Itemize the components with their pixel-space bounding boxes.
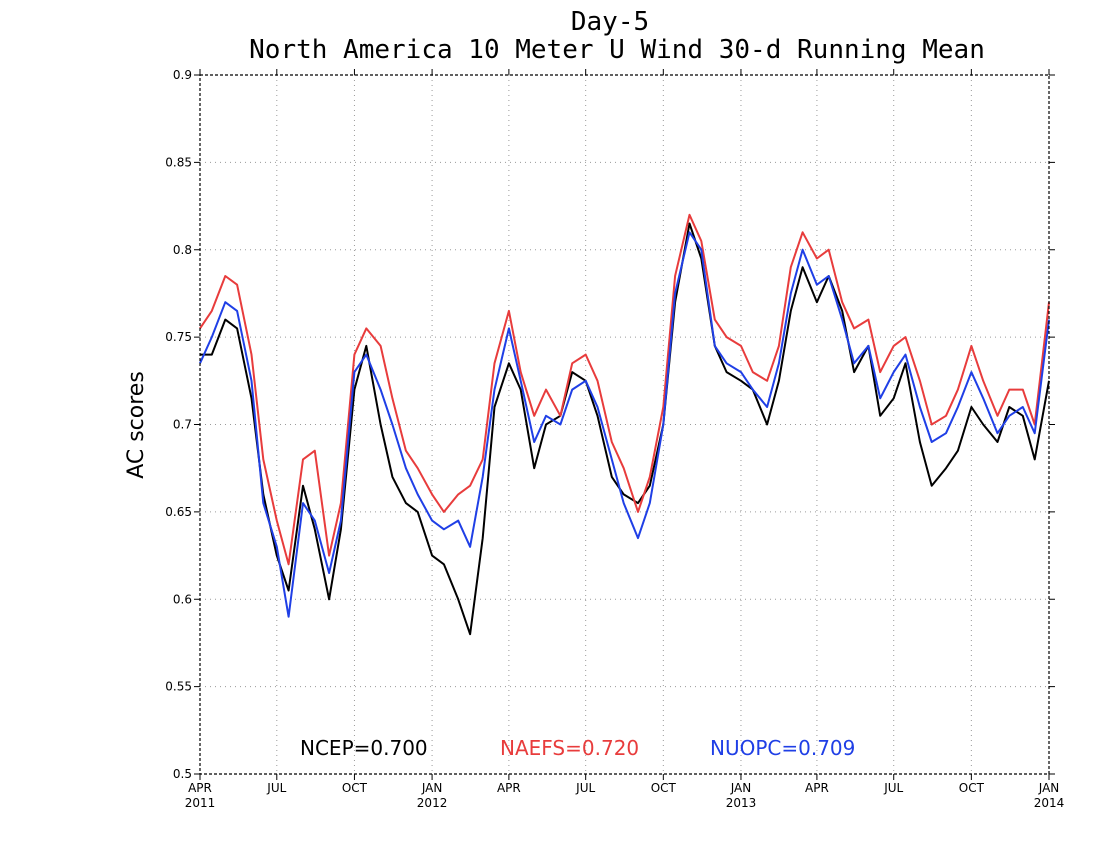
x-tick-label: APR bbox=[188, 781, 212, 795]
chart-subtitle: North America 10 Meter U Wind 30-d Runni… bbox=[249, 35, 985, 65]
y-tick-label: 0.65 bbox=[165, 505, 192, 519]
y-tick-label: 0.5 bbox=[173, 767, 192, 781]
x-tick-label: OCT bbox=[959, 781, 985, 795]
x-tick-label: OCT bbox=[651, 781, 677, 795]
x-tick-year-label: 2011 bbox=[185, 796, 216, 810]
x-tick-year-label: 2012 bbox=[417, 796, 448, 810]
x-tick-label: JAN bbox=[421, 781, 443, 795]
x-tick-label: JUL bbox=[883, 781, 903, 795]
legend: NCEP=0.700 NAEFS=0.720 NUOPC=0.709 bbox=[300, 736, 855, 760]
x-tick-label: JAN bbox=[1038, 781, 1060, 795]
y-tick-label: 0.75 bbox=[165, 330, 192, 344]
y-tick-label: 0.55 bbox=[165, 680, 192, 694]
y-tick-label: 0.9 bbox=[173, 68, 192, 82]
legend-item-nuopc: NUOPC=0.709 bbox=[710, 736, 855, 760]
y-axis-label: AC scores bbox=[124, 371, 149, 479]
series-line-ncep bbox=[200, 222, 1050, 636]
y-tick-label: 0.7 bbox=[173, 418, 192, 432]
series-line-nuopc bbox=[199, 231, 1050, 618]
legend-item-ncep: NCEP=0.700 bbox=[300, 736, 428, 760]
y-tick-label: 0.6 bbox=[173, 592, 192, 606]
plot-frame bbox=[199, 74, 1050, 775]
x-tick-label: JUL bbox=[575, 781, 595, 795]
legend-item-naefs: NAEFS=0.720 bbox=[500, 736, 639, 760]
x-tick-label: JAN bbox=[730, 781, 752, 795]
x-tick-label: JUL bbox=[266, 781, 286, 795]
series-lines bbox=[199, 213, 1050, 636]
x-tick-label: APR bbox=[805, 781, 829, 795]
y-tick-label: 0.8 bbox=[173, 243, 192, 257]
x-tick-year-label: 2013 bbox=[726, 796, 757, 810]
grid-lines bbox=[200, 75, 1049, 774]
x-tick-label: APR bbox=[497, 781, 521, 795]
y-tick-label: 0.85 bbox=[165, 155, 192, 169]
x-tick-year-label: 2014 bbox=[1034, 796, 1065, 810]
y-axis-ticks: 0.5 0.55 0.6 0.65 0.7 0.75 0.8 0.85 0.9 bbox=[165, 68, 1055, 781]
series-line-naefs bbox=[199, 213, 1050, 566]
chart-title: Day-5 bbox=[571, 7, 649, 37]
x-tick-label: OCT bbox=[342, 781, 368, 795]
